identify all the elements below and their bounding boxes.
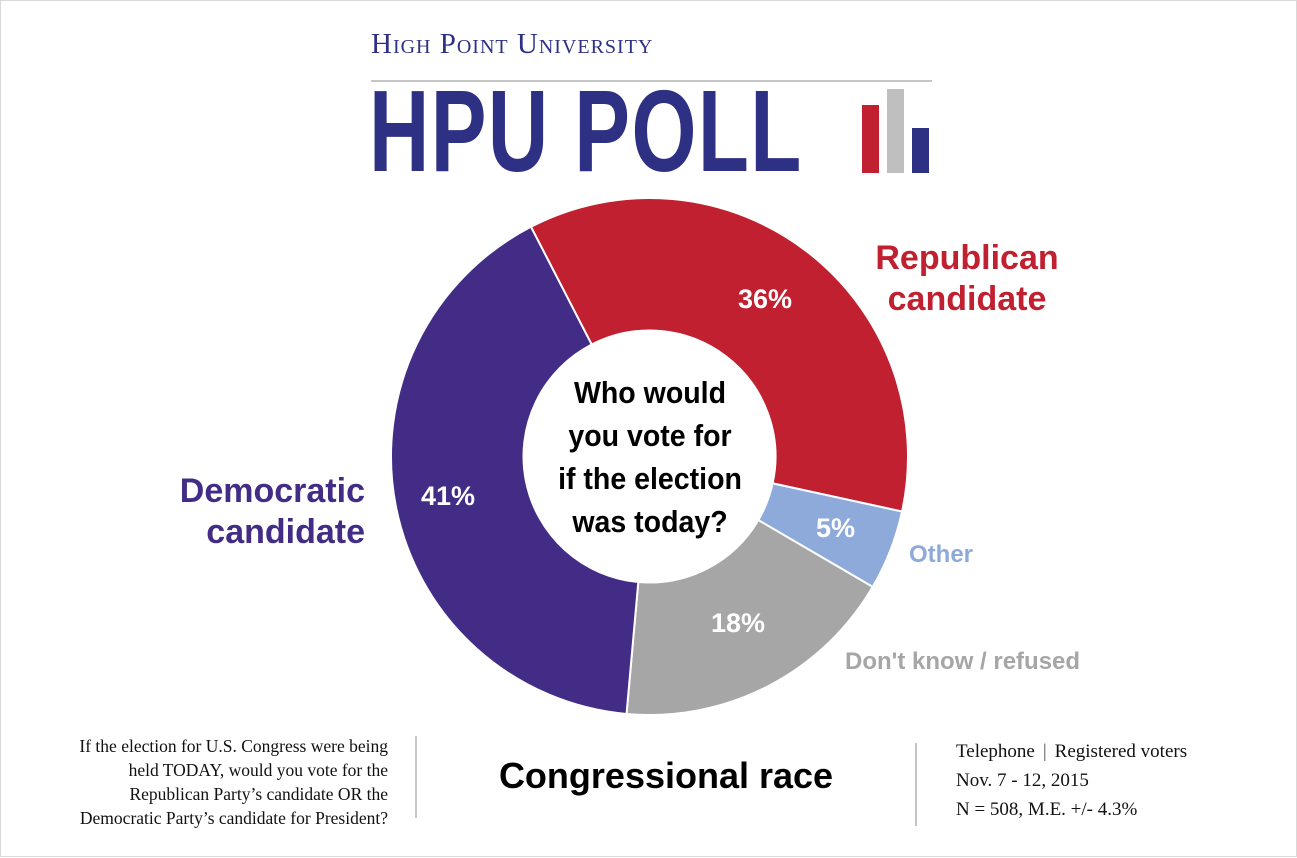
donut-slice: [390, 225, 640, 716]
donut-slice: [529, 197, 909, 513]
survey-dates: Nov. 7 - 12, 2015: [956, 770, 1089, 791]
method-line: Telephone | Registered voters: [956, 737, 1187, 766]
logo-bar-gray: [887, 89, 904, 173]
header-rule: [371, 80, 932, 82]
survey-method: Telephone: [956, 741, 1035, 762]
category-label-republican: Republican candidate: [867, 238, 1067, 320]
center-question: Who would you vote for if the election w…: [519, 371, 781, 543]
question-line: Democratic Party’s candidate for Preside…: [79, 808, 388, 828]
label-line: candidate: [206, 513, 365, 551]
category-label-democratic: Democratic candidate: [159, 471, 365, 553]
center-question-line: you vote for: [568, 418, 732, 453]
survey-metadata: Telephone | Registered voters Nov. 7 - 12,…: [956, 737, 1187, 824]
question-wording: If the election for U.S. Congress were b…: [28, 734, 388, 830]
logo-bar-red: [862, 105, 879, 173]
pipe-separator: |: [1042, 741, 1047, 762]
question-line: held TODAY, would you vote for the: [128, 760, 388, 780]
footer-divider-left: [415, 736, 417, 818]
center-question-line: Who would: [573, 375, 727, 410]
label-line: candidate: [887, 280, 1047, 318]
center-question-line: if the election: [558, 461, 742, 496]
survey-population: Registered voters: [1054, 741, 1188, 762]
pct-label-dont-know: 18%: [711, 608, 766, 638]
university-name: High Point University: [371, 28, 933, 72]
donut-slices: [390, 197, 909, 716]
poll-title: HPU POLL: [369, 66, 803, 196]
donut-slice: [625, 518, 875, 716]
question-line: If the election for U.S. Congress were b…: [79, 736, 388, 756]
category-label-dont-know: Don't know / refused: [845, 648, 1081, 675]
center-question-line: was today?: [572, 504, 728, 539]
category-label-other: Other: [909, 541, 974, 568]
label-line: Republican: [875, 239, 1059, 277]
pct-label-other: 5%: [816, 513, 856, 543]
label-line: Democratic: [179, 472, 365, 510]
footer-divider-right: [915, 743, 917, 826]
sample-size: N = 508, M.E. +/- 4.3%: [956, 799, 1138, 820]
question-line: Republican Party’s candidate OR the: [129, 784, 388, 804]
pct-label-republican: 36%: [738, 284, 793, 314]
pct-label-democratic: 41%: [421, 481, 476, 511]
university-name-text: High Point University: [371, 28, 654, 60]
logo-bar-blue: [912, 128, 929, 173]
chart-title: Congressional race: [498, 755, 834, 796]
